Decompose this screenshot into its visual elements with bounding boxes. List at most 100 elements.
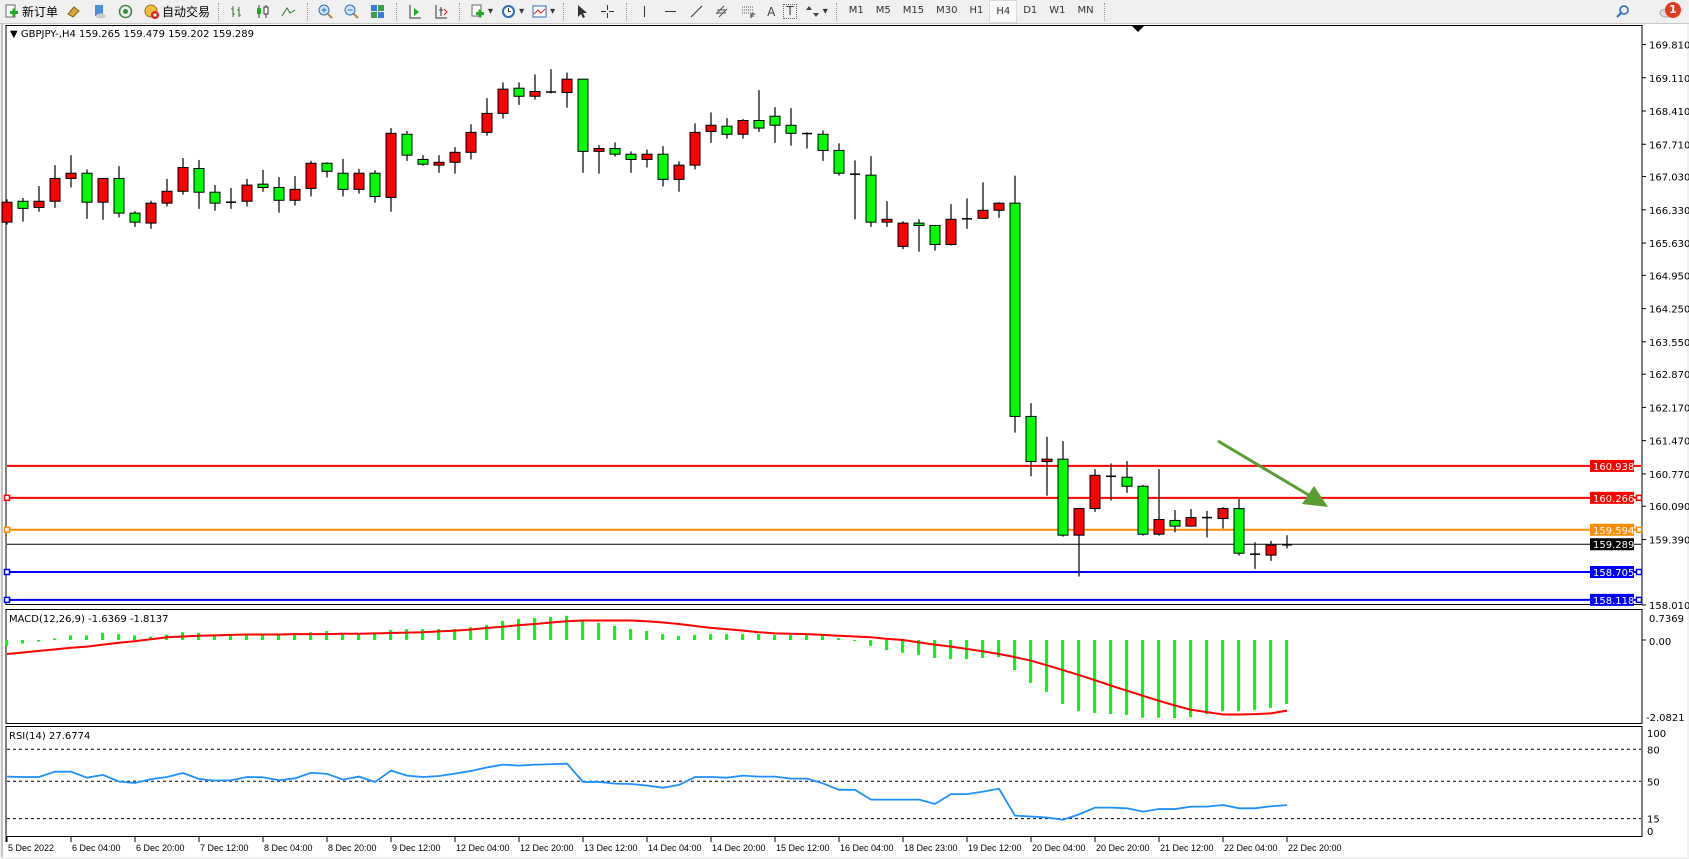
candle [1217,507,1229,529]
indicators-button[interactable]: ▾ [466,1,497,22]
auto-scroll-button[interactable] [403,1,429,22]
search-button[interactable] [1611,1,1637,22]
toolbar-separator [459,2,462,21]
time-label: 5 Dec 2022 [8,843,54,853]
macd-histogram-bar [981,640,984,658]
new-order-button[interactable]: 新订单 [0,1,62,22]
toolbar-separator [835,2,839,21]
timeframe-w1[interactable]: W1 [1049,5,1066,16]
candle-body-bull [289,188,301,201]
candle [609,142,621,157]
crosshair-tool[interactable] [596,1,622,22]
candle [721,118,733,139]
trendline-tool[interactable] [685,1,711,22]
candle [433,155,445,173]
macd-histogram-bar [421,629,424,640]
macd-histogram-bar [21,640,24,644]
text-tool-label: A [767,4,776,19]
timeframe-h4[interactable]: H4 [989,0,1018,23]
candle [193,159,205,209]
candle-body-bear [1025,415,1037,463]
market-watch-button[interactable] [62,1,88,22]
line-chart-button[interactable] [277,1,303,22]
candle [49,165,61,208]
candle [929,224,941,251]
arrows-tool[interactable]: ▾ [801,1,832,22]
notifications-button[interactable]: 1 [1655,1,1689,22]
candle-body-bull [897,222,909,247]
horizontal-line-tool[interactable] [659,1,685,22]
macd-histogram-bar [1173,640,1176,718]
zoom-in-button[interactable] [314,1,340,22]
periods-button[interactable]: ▾ [497,1,528,22]
macd-histogram-bar [597,622,600,640]
candle-body-bull [993,202,1005,211]
vertical-line-tool[interactable] [633,1,659,22]
fibonacci-tool[interactable] [737,1,763,22]
auto-trading-button[interactable]: 自动交易 [140,1,214,22]
candle [417,155,429,166]
candle-body-bull [561,78,573,93]
candlestick-chart-button[interactable] [251,1,277,22]
line-anchor-handle[interactable] [1635,494,1643,502]
zoom-out-button[interactable] [340,1,366,22]
line-anchor-handle[interactable] [1635,596,1643,604]
bar-chart-button[interactable] [225,1,251,22]
macd-signal-line [6,619,1288,716]
candle [529,74,541,100]
macd-histogram-bar [837,638,840,640]
timeframe-d1[interactable]: D1 [1023,5,1038,16]
line-anchor-handle[interactable] [3,596,11,604]
macd-histogram-bar [1285,640,1288,704]
line-anchor-handle[interactable] [3,494,11,502]
collapse-triangle-icon[interactable]: ▼ [10,29,21,40]
candle [769,107,781,143]
line-anchor-handle[interactable] [3,526,11,534]
timeframe-m5[interactable]: M5 [875,5,891,16]
time-label: 14 Dec 04:00 [648,843,702,853]
line-anchor-handle[interactable] [1635,568,1643,576]
candle-body-bear [321,162,333,172]
candle-body-bull [1041,458,1053,463]
candle-body-bull [529,91,541,97]
candle-body-bull [497,88,509,114]
macd-histogram-bar [357,633,360,640]
timeframe-mn[interactable]: MN [1077,5,1094,16]
candle-body-bull [593,148,605,152]
price-line-label: 160.938 [1593,462,1634,473]
candle-body-bull [305,162,317,189]
macd-histogram-bar [949,640,952,660]
time-axis: 5 Dec 2022 6 Dec 04:00 6 Dec 20:00 7 Dec 12… [6,837,1342,853]
rsi-panel-frame [5,726,1643,837]
signals-button[interactable] [114,1,140,22]
candle [1073,508,1085,577]
timeframe-m15[interactable]: M15 [902,5,925,16]
candle [1057,441,1069,537]
line-anchor-handle[interactable] [1635,526,1643,534]
timeframe-m30[interactable]: M30 [936,5,958,16]
navigator-button[interactable] [88,1,114,22]
text-label-tool[interactable]: T [779,1,800,22]
candle [657,146,669,187]
cursor-tool[interactable] [570,1,596,22]
templates-button[interactable]: ▾ [528,1,559,22]
chart-shift-button[interactable] [429,1,455,22]
macd-histogram-bar [917,640,920,655]
chart-shift-marker-icon[interactable] [1132,26,1144,32]
candle-body-bull [481,112,493,133]
timeframe-m1[interactable]: M1 [848,5,864,16]
text-tool[interactable]: A [763,1,779,22]
macd-axis-zero: 0.00 [1649,637,1671,648]
timeframe-h1[interactable]: H1 [969,5,984,16]
macd-histogram-bar [869,640,872,646]
candle [497,82,509,119]
tile-windows-button[interactable] [366,1,392,22]
macd-histogram-bar [517,618,520,640]
trend-arrow[interactable] [1217,439,1328,507]
price-tick-label: 169.810 [1649,41,1689,52]
macd-histogram-bar [325,631,328,640]
price-tick-label: 159.390 [1649,535,1689,546]
equidistant-channel-tool[interactable] [711,1,737,22]
line-anchor-handle[interactable] [3,568,11,576]
